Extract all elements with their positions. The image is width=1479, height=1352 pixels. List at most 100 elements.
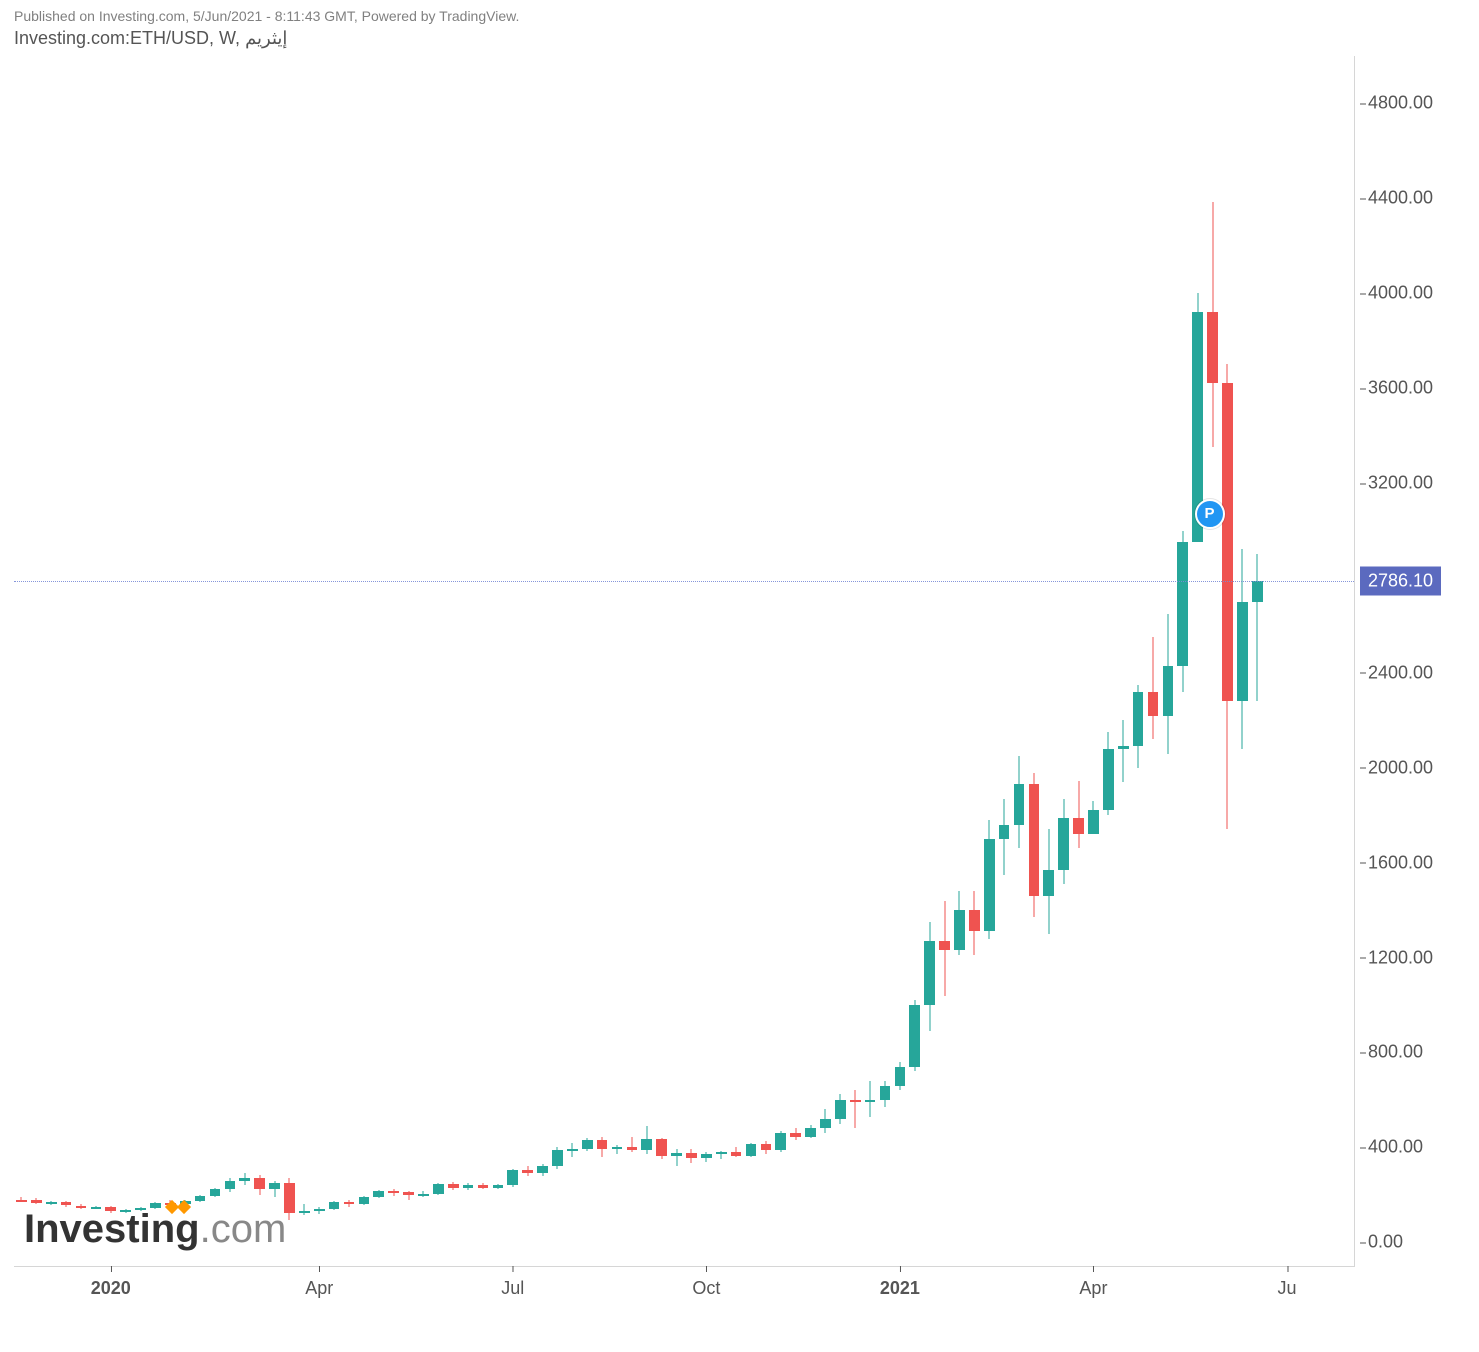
- candle-body: [1207, 312, 1218, 383]
- candle[interactable]: [31, 56, 42, 1266]
- candle[interactable]: [105, 56, 116, 1266]
- candle[interactable]: [180, 56, 191, 1266]
- candle[interactable]: [210, 56, 221, 1266]
- candle[interactable]: [939, 56, 950, 1266]
- candle[interactable]: [1103, 56, 1114, 1266]
- candle[interactable]: [909, 56, 920, 1266]
- candlestick-plot[interactable]: P: [14, 56, 1355, 1267]
- candle[interactable]: [1133, 56, 1144, 1266]
- candle[interactable]: [433, 56, 444, 1266]
- candle-body: [880, 1086, 891, 1100]
- candle[interactable]: [1148, 56, 1159, 1266]
- candle[interactable]: [746, 56, 757, 1266]
- candle[interactable]: [448, 56, 459, 1266]
- candle[interactable]: [582, 56, 593, 1266]
- candle[interactable]: [239, 56, 250, 1266]
- candle[interactable]: [671, 56, 682, 1266]
- candle[interactable]: [716, 56, 727, 1266]
- candle[interactable]: [969, 56, 980, 1266]
- watermark-logo: Investing.com: [24, 1207, 286, 1252]
- candle-wick: [1078, 781, 1079, 849]
- candle[interactable]: [954, 56, 965, 1266]
- candle[interactable]: [150, 56, 161, 1266]
- candle[interactable]: [418, 56, 429, 1266]
- candle[interactable]: [641, 56, 652, 1266]
- candle[interactable]: [388, 56, 399, 1266]
- candle[interactable]: [865, 56, 876, 1266]
- candle-body: [299, 1211, 310, 1213]
- candle-wick: [1123, 720, 1124, 782]
- candle[interactable]: [1073, 56, 1084, 1266]
- candle[interactable]: [225, 56, 236, 1266]
- candle[interactable]: [537, 56, 548, 1266]
- candle[interactable]: [269, 56, 280, 1266]
- candle[interactable]: [835, 56, 846, 1266]
- candle[interactable]: [314, 56, 325, 1266]
- candle[interactable]: [1058, 56, 1069, 1266]
- candle[interactable]: [895, 56, 906, 1266]
- candle[interactable]: [775, 56, 786, 1266]
- candle[interactable]: [612, 56, 623, 1266]
- candle[interactable]: [403, 56, 414, 1266]
- candle[interactable]: [1088, 56, 1099, 1266]
- candle[interactable]: [790, 56, 801, 1266]
- candle[interactable]: [701, 56, 712, 1266]
- candle[interactable]: [567, 56, 578, 1266]
- watermark-light: .com: [200, 1207, 287, 1251]
- candle[interactable]: [552, 56, 563, 1266]
- candle[interactable]: [1014, 56, 1025, 1266]
- x-tick-label: Ju: [1277, 1278, 1296, 1299]
- candle[interactable]: [478, 56, 489, 1266]
- candle[interactable]: [254, 56, 265, 1266]
- candle[interactable]: [1043, 56, 1054, 1266]
- candle[interactable]: [1118, 56, 1129, 1266]
- candle[interactable]: [999, 56, 1010, 1266]
- candle[interactable]: [627, 56, 638, 1266]
- candle[interactable]: [165, 56, 176, 1266]
- candle[interactable]: [924, 56, 935, 1266]
- candle[interactable]: [344, 56, 355, 1266]
- candle-body: [552, 1150, 563, 1167]
- symbol-text: Investing.com:ETH/USD, W, إيثريم: [14, 28, 287, 48]
- candle-body: [820, 1119, 831, 1128]
- candle[interactable]: [329, 56, 340, 1266]
- candle[interactable]: [820, 56, 831, 1266]
- candle[interactable]: [1163, 56, 1174, 1266]
- candle[interactable]: [195, 56, 206, 1266]
- y-tick-label: 4000.00: [1368, 283, 1433, 304]
- candle[interactable]: [1192, 56, 1203, 1266]
- candle[interactable]: [299, 56, 310, 1266]
- candle[interactable]: [1222, 56, 1233, 1266]
- candle[interactable]: [850, 56, 861, 1266]
- candle[interactable]: [1177, 56, 1188, 1266]
- candle[interactable]: [61, 56, 72, 1266]
- candle[interactable]: [507, 56, 518, 1266]
- candle[interactable]: [656, 56, 667, 1266]
- candle[interactable]: [463, 56, 474, 1266]
- candle[interactable]: [91, 56, 102, 1266]
- candle[interactable]: [522, 56, 533, 1266]
- candle[interactable]: [76, 56, 87, 1266]
- candle[interactable]: [1252, 56, 1263, 1266]
- candle[interactable]: [984, 56, 995, 1266]
- candle-body: [1252, 581, 1263, 601]
- candle[interactable]: [16, 56, 27, 1266]
- candle[interactable]: [880, 56, 891, 1266]
- candle[interactable]: [1237, 56, 1248, 1266]
- candle[interactable]: [731, 56, 742, 1266]
- candle[interactable]: [359, 56, 370, 1266]
- candle[interactable]: [120, 56, 131, 1266]
- p-badge-icon[interactable]: P: [1195, 499, 1225, 529]
- candle[interactable]: [686, 56, 697, 1266]
- candle[interactable]: [135, 56, 146, 1266]
- candle[interactable]: [1207, 56, 1218, 1266]
- candle[interactable]: [1029, 56, 1040, 1266]
- candle[interactable]: [284, 56, 295, 1266]
- candle[interactable]: [46, 56, 57, 1266]
- candle[interactable]: [761, 56, 772, 1266]
- candle[interactable]: [805, 56, 816, 1266]
- candle[interactable]: [597, 56, 608, 1266]
- candle[interactable]: [373, 56, 384, 1266]
- candle-body: [403, 1192, 414, 1194]
- candle[interactable]: [493, 56, 504, 1266]
